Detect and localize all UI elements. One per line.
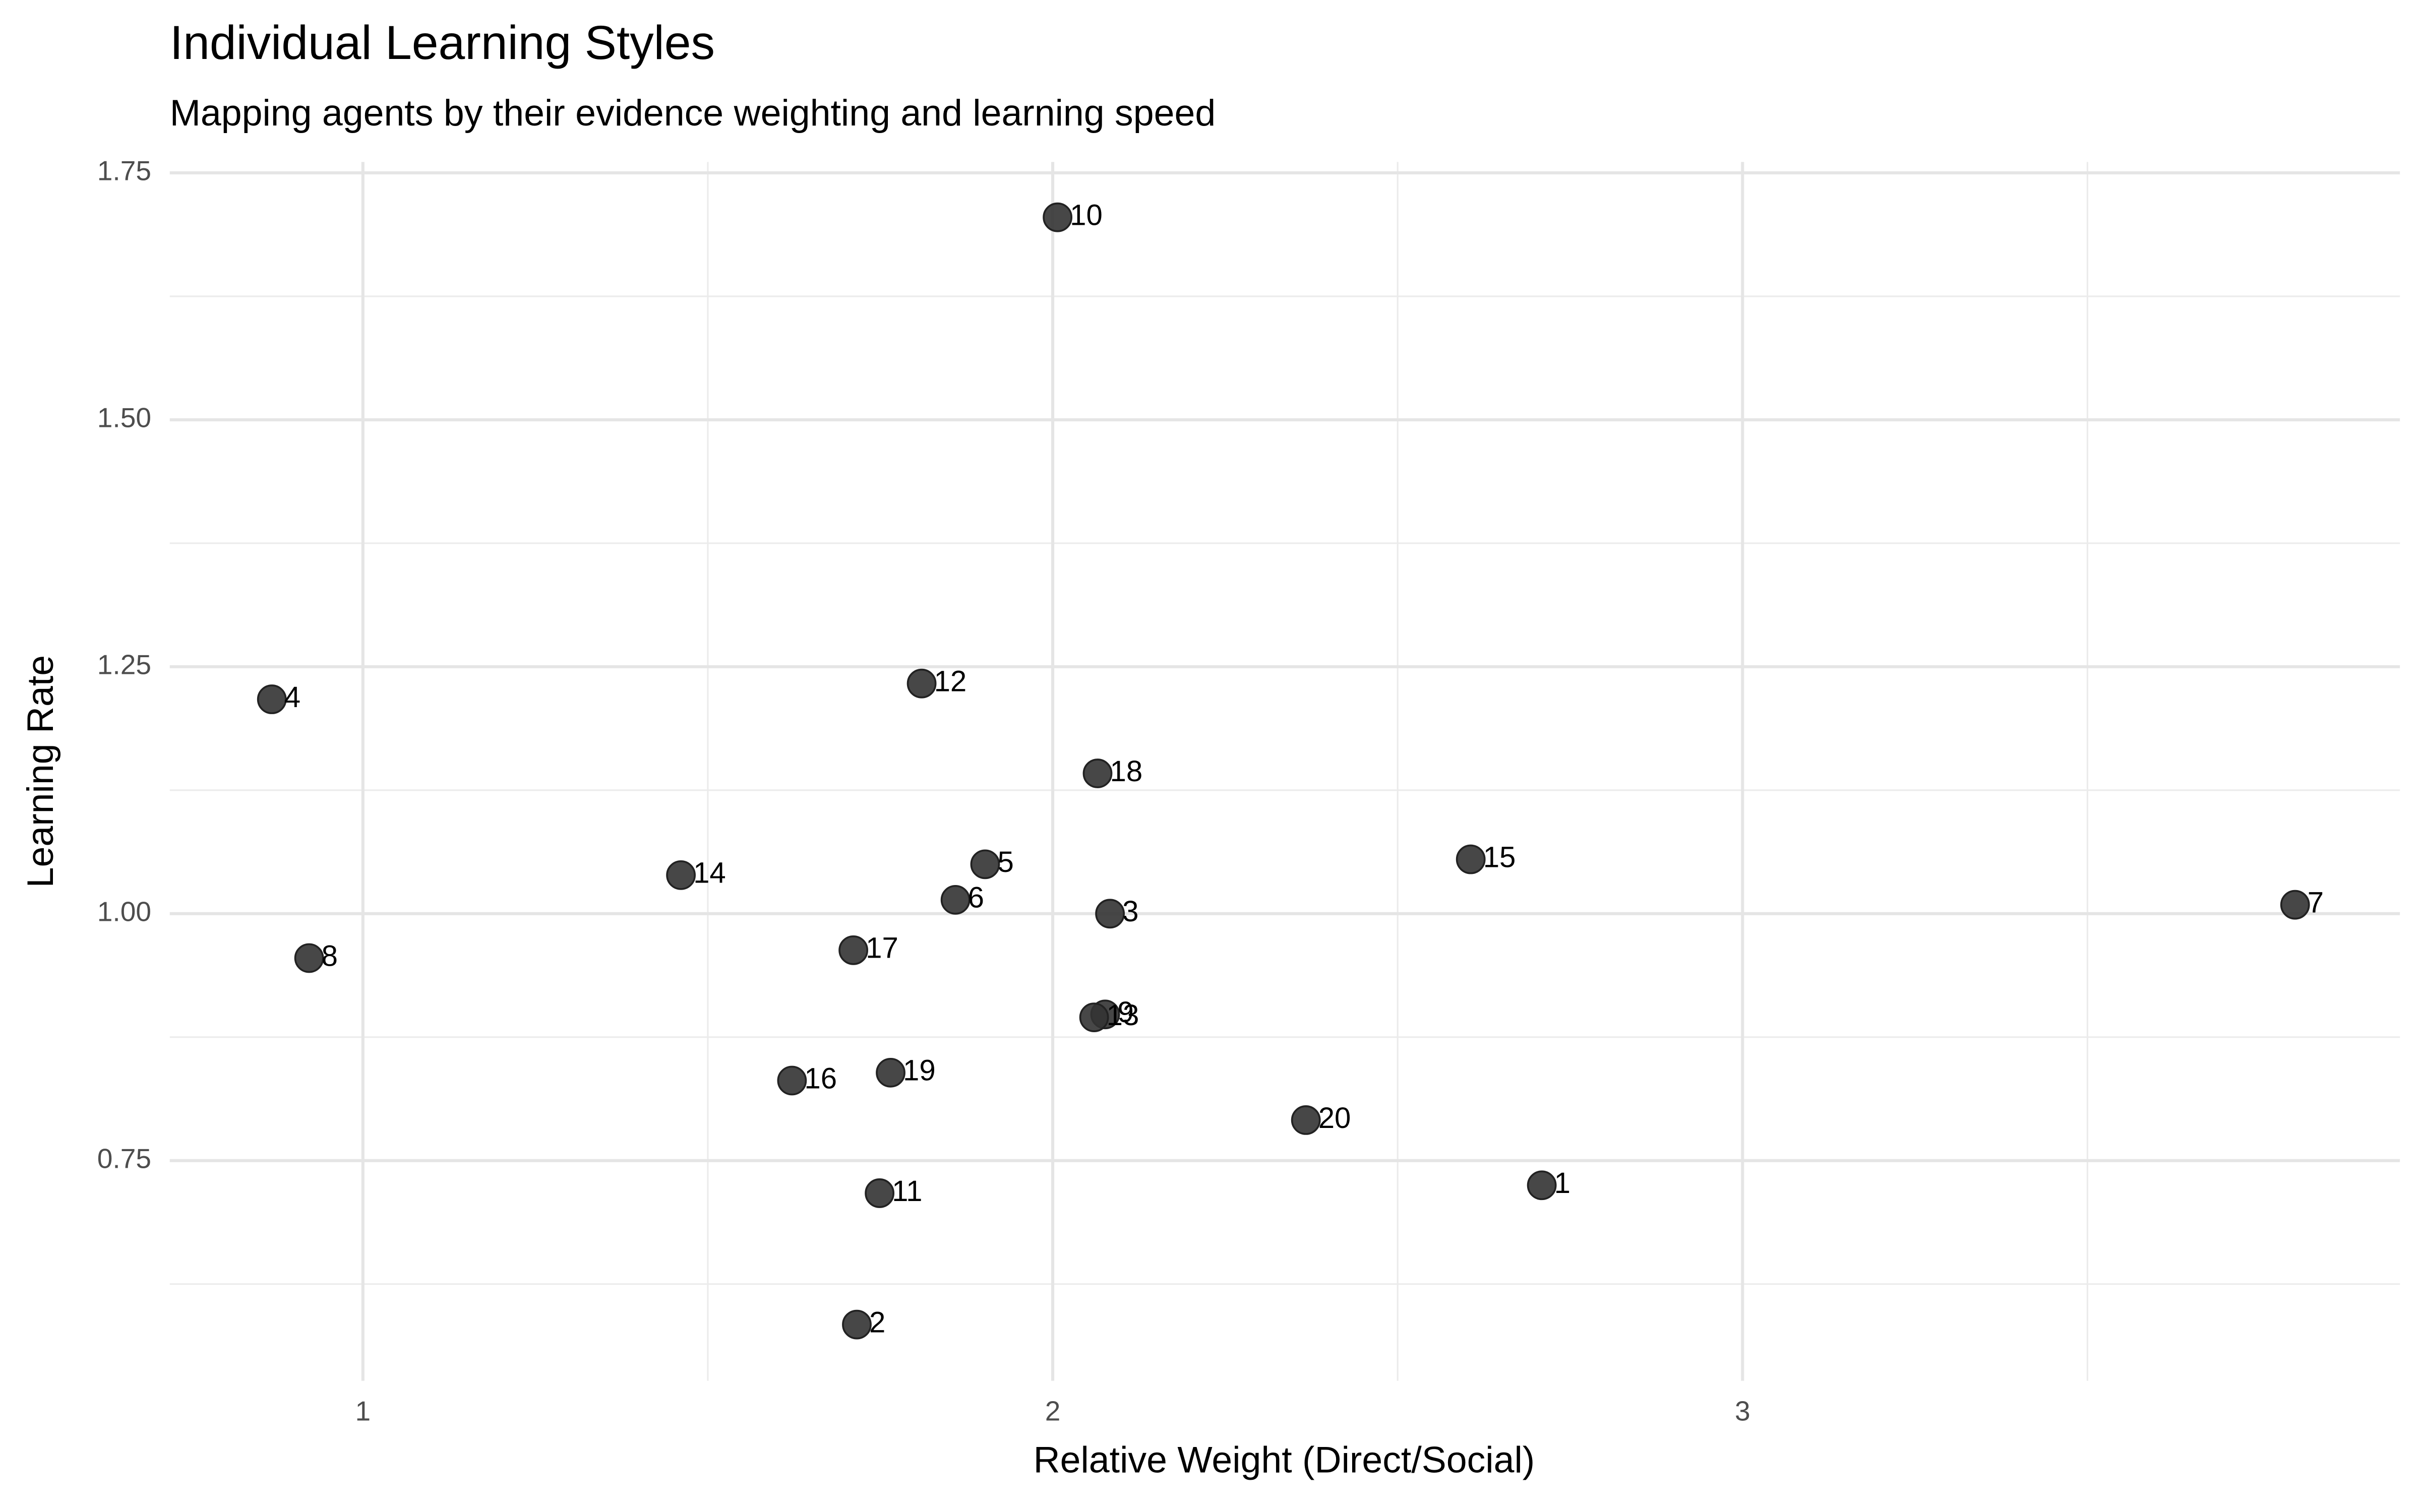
- point: [1456, 844, 1486, 874]
- chart-subtitle: Mapping agents by their evidence weighti…: [170, 92, 1216, 134]
- y-tick-label: 1.00: [97, 896, 151, 927]
- point: [1079, 1002, 1109, 1032]
- point: [777, 1065, 807, 1096]
- point-label: 6: [968, 881, 984, 914]
- point: [1095, 899, 1125, 929]
- point: [294, 943, 324, 973]
- point-label: 2: [869, 1306, 885, 1339]
- y-tick-label: 1.25: [97, 649, 151, 680]
- point: [970, 849, 1000, 879]
- point-label: 4: [284, 681, 300, 714]
- point: [906, 668, 937, 699]
- point-label: 3: [1122, 895, 1138, 928]
- point-label: 11: [892, 1175, 922, 1208]
- point: [1082, 759, 1113, 788]
- chart-title: Individual Learning Styles: [170, 16, 715, 70]
- point: [666, 860, 696, 890]
- point: [1527, 1170, 1557, 1201]
- point-label: 14: [693, 857, 726, 890]
- y-tick-label: 1.50: [97, 402, 151, 433]
- point-label: 5: [997, 846, 1013, 878]
- point: [838, 935, 869, 965]
- x-tick-label: 3: [1735, 1396, 1750, 1427]
- x-tick-label: 1: [355, 1396, 371, 1427]
- point-label: 17: [866, 932, 898, 965]
- point-label: 20: [1318, 1102, 1351, 1135]
- point: [257, 684, 287, 714]
- x-axis-title: Relative Weight (Direct/Social): [1034, 1438, 1535, 1480]
- point: [940, 885, 971, 915]
- point-label: 18: [1110, 755, 1142, 788]
- point: [1291, 1105, 1321, 1135]
- point-label: 13: [1107, 999, 1139, 1032]
- point-label: 8: [322, 939, 338, 972]
- y-tick-label: 1.75: [97, 155, 151, 186]
- point-label: 12: [934, 665, 967, 698]
- point-label: 7: [2308, 887, 2324, 919]
- point: [1043, 202, 1073, 232]
- point: [865, 1178, 895, 1208]
- point-label: 16: [804, 1062, 837, 1095]
- point: [876, 1057, 905, 1088]
- point-label: 10: [1070, 199, 1103, 232]
- x-tick-label: 2: [1045, 1396, 1061, 1427]
- point-label: 9: [1118, 996, 1134, 1029]
- point-label: 19: [903, 1054, 936, 1087]
- y-axis-title: Learning Rate: [19, 655, 61, 888]
- point: [2280, 890, 2310, 920]
- y-tick-label: 0.75: [97, 1143, 151, 1174]
- point-label: 15: [1483, 841, 1516, 873]
- point: [842, 1309, 872, 1340]
- point-label: 1: [1554, 1167, 1570, 1200]
